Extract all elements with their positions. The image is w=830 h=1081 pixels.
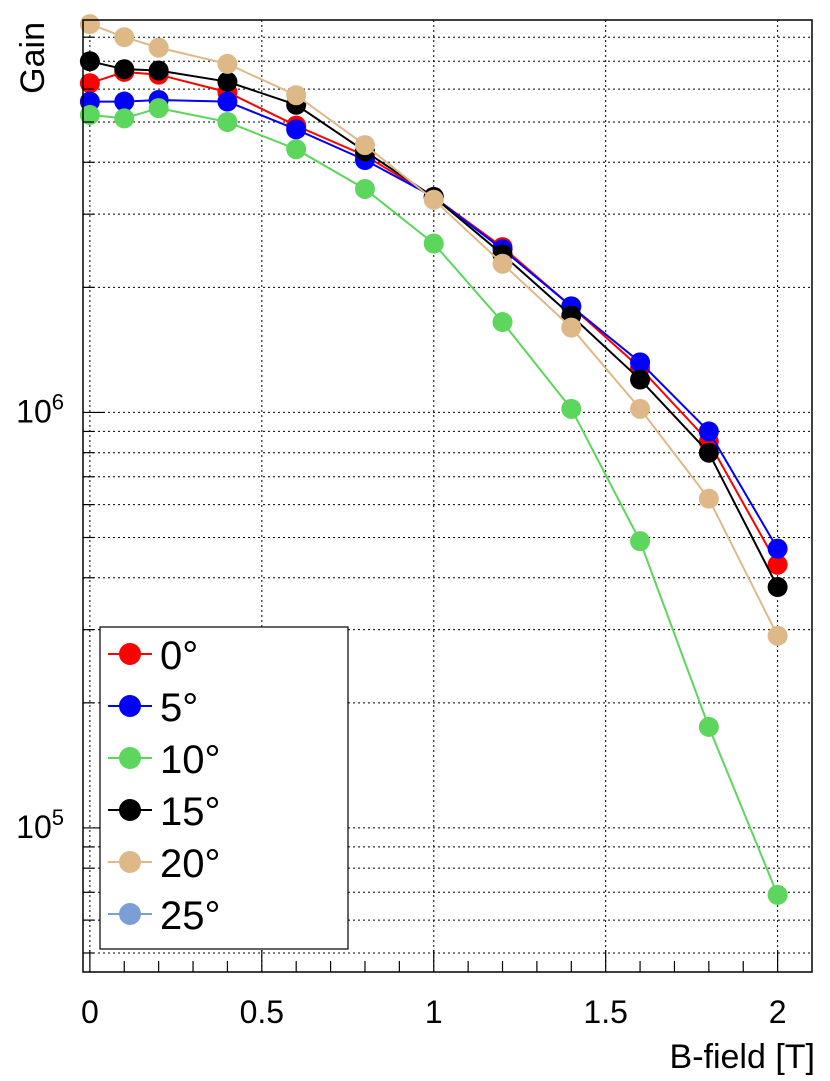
y-axis-label: Gain — [14, 22, 52, 94]
data-point — [767, 625, 788, 646]
data-point — [217, 112, 238, 133]
data-point — [79, 104, 100, 125]
x-tick-label: 2 — [769, 994, 787, 1030]
legend-marker — [119, 695, 141, 717]
series-10deg — [79, 98, 788, 905]
y-tick-label: 106 — [16, 389, 64, 429]
data-point — [354, 178, 375, 199]
legend-label: 25° — [160, 894, 221, 938]
data-point — [767, 577, 788, 598]
data-point — [630, 531, 651, 552]
series-layer — [79, 14, 788, 905]
x-axis-label: B-field [T] — [670, 1038, 815, 1076]
legend-item: 5° — [108, 686, 198, 730]
legend-label: 10° — [160, 738, 221, 782]
data-point — [114, 91, 135, 112]
legend: 0° 5° 10° 15° 20° 25° — [99, 626, 349, 950]
data-point — [698, 442, 719, 463]
data-point — [286, 85, 307, 106]
data-point — [561, 398, 582, 419]
y-tick-label: 105 — [16, 805, 64, 845]
legend-marker — [119, 747, 141, 769]
data-point — [630, 398, 651, 419]
legend-marker — [119, 643, 141, 665]
data-point — [767, 538, 788, 559]
data-point — [114, 59, 135, 80]
legend-label: 20° — [160, 842, 221, 886]
series-20deg — [79, 14, 788, 646]
data-point — [698, 421, 719, 442]
data-point — [561, 317, 582, 338]
plot-frame — [82, 19, 813, 973]
data-point — [423, 189, 444, 210]
legend-marker — [119, 903, 141, 925]
legend-item: 10° — [108, 738, 221, 782]
x-tick-label: 1 — [425, 994, 443, 1030]
legend-item: 20° — [108, 842, 221, 886]
data-point — [217, 91, 238, 112]
legend-item: 25° — [108, 894, 221, 938]
data-point — [423, 233, 444, 254]
data-point — [79, 73, 100, 94]
legend-label: 5° — [160, 686, 198, 730]
data-point — [492, 312, 513, 333]
data-point — [767, 884, 788, 905]
data-point — [114, 27, 135, 48]
x-tick-label: 0 — [81, 994, 99, 1030]
data-point — [217, 71, 238, 92]
data-point — [114, 108, 135, 129]
data-point — [148, 37, 169, 58]
data-point — [79, 14, 100, 35]
x-tick-label: 1.5 — [583, 994, 627, 1030]
x-tick-label: 0.5 — [240, 994, 284, 1030]
data-point — [698, 488, 719, 509]
axes: 0 0.5 1 1.5 2 105 106 — [16, 36, 787, 1030]
legend-marker — [119, 851, 141, 873]
data-point — [286, 119, 307, 140]
data-point — [286, 139, 307, 160]
data-point — [148, 98, 169, 119]
data-point — [767, 554, 788, 575]
legend-label: 15° — [160, 790, 221, 834]
legend-item: 15° — [108, 790, 221, 834]
legend-box — [99, 626, 349, 950]
legend-item: 0° — [108, 634, 198, 678]
legend-label: 0° — [160, 634, 198, 678]
data-point — [217, 53, 238, 74]
data-point — [354, 135, 375, 156]
data-point — [492, 253, 513, 274]
legend-marker — [119, 799, 141, 821]
data-point — [630, 352, 651, 373]
data-point — [630, 369, 651, 390]
data-point — [698, 716, 719, 737]
data-point — [148, 60, 169, 81]
